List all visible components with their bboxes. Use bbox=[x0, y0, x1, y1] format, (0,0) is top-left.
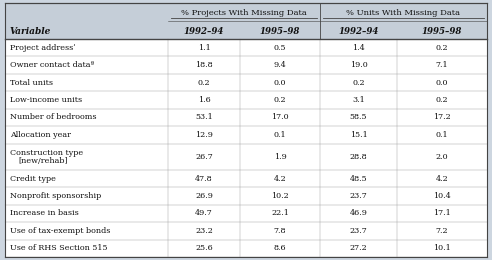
Polygon shape bbox=[110, 130, 220, 160]
Text: Total units: Total units bbox=[10, 79, 53, 87]
Text: 0.0: 0.0 bbox=[436, 79, 448, 87]
Text: Construction type: Construction type bbox=[10, 149, 83, 157]
Text: Nonprofit sponsorship: Nonprofit sponsorship bbox=[10, 192, 101, 200]
Text: 1.4: 1.4 bbox=[352, 44, 365, 52]
Text: 0.1: 0.1 bbox=[274, 131, 286, 139]
Text: 58.5: 58.5 bbox=[350, 113, 367, 121]
Text: Number of bedrooms: Number of bedrooms bbox=[10, 113, 96, 121]
Text: 25.6: 25.6 bbox=[195, 244, 213, 252]
Text: 0.5: 0.5 bbox=[274, 44, 286, 52]
Text: 0.1: 0.1 bbox=[436, 131, 448, 139]
Bar bbox=[5, 21, 487, 39]
Text: 17.2: 17.2 bbox=[433, 113, 451, 121]
Text: 26.9: 26.9 bbox=[195, 192, 213, 200]
Text: 1995–98: 1995–98 bbox=[260, 27, 300, 36]
Text: Increase in basis: Increase in basis bbox=[10, 210, 79, 217]
Text: 10.1: 10.1 bbox=[433, 244, 451, 252]
Text: 53.1: 53.1 bbox=[195, 113, 213, 121]
Text: 49.7: 49.7 bbox=[195, 210, 213, 217]
Text: 7.2: 7.2 bbox=[436, 227, 448, 235]
Text: 1.9: 1.9 bbox=[274, 153, 286, 161]
Text: Project addressʹ: Project addressʹ bbox=[10, 44, 75, 52]
Text: Variable: Variable bbox=[10, 27, 51, 36]
Text: 18.8: 18.8 bbox=[195, 61, 213, 69]
Text: 17.1: 17.1 bbox=[433, 210, 451, 217]
Text: Use of tax-exempt bonds: Use of tax-exempt bonds bbox=[10, 227, 110, 235]
Text: 7.1: 7.1 bbox=[436, 61, 448, 69]
Text: 2.0: 2.0 bbox=[436, 153, 448, 161]
Text: 48.5: 48.5 bbox=[350, 175, 368, 183]
Text: 10.4: 10.4 bbox=[433, 192, 451, 200]
Text: 23.7: 23.7 bbox=[350, 192, 368, 200]
Text: 0.2: 0.2 bbox=[436, 44, 448, 52]
Text: Low-income units: Low-income units bbox=[10, 96, 82, 104]
Text: Credit type: Credit type bbox=[10, 175, 56, 183]
Text: 7.8: 7.8 bbox=[274, 227, 286, 235]
Text: 12.9: 12.9 bbox=[195, 131, 213, 139]
Text: [new/rehab]: [new/rehab] bbox=[18, 157, 67, 165]
Text: 15.1: 15.1 bbox=[350, 131, 368, 139]
Text: 0.2: 0.2 bbox=[352, 79, 365, 87]
Text: 1.6: 1.6 bbox=[198, 96, 211, 104]
Text: Owner contact dataª: Owner contact dataª bbox=[10, 61, 94, 69]
Text: 27.2: 27.2 bbox=[350, 244, 368, 252]
Text: % Projects With Missing Data: % Projects With Missing Data bbox=[181, 9, 307, 17]
Text: 4.2: 4.2 bbox=[274, 175, 286, 183]
Polygon shape bbox=[280, 115, 379, 142]
Text: Allocation year: Allocation year bbox=[10, 131, 71, 139]
Text: 17.0: 17.0 bbox=[271, 113, 289, 121]
Text: 0.0: 0.0 bbox=[274, 79, 286, 87]
Text: 0.2: 0.2 bbox=[198, 79, 210, 87]
Polygon shape bbox=[110, 152, 220, 182]
Text: 3.1: 3.1 bbox=[352, 96, 365, 104]
Text: 23.2: 23.2 bbox=[195, 227, 213, 235]
Text: 8.6: 8.6 bbox=[274, 244, 286, 252]
Text: 0.2: 0.2 bbox=[274, 96, 286, 104]
Text: 1.1: 1.1 bbox=[198, 44, 211, 52]
Text: 9.4: 9.4 bbox=[274, 61, 286, 69]
Text: Use of RHS Section 515: Use of RHS Section 515 bbox=[10, 244, 107, 252]
Text: 46.9: 46.9 bbox=[349, 210, 368, 217]
Text: 0.2: 0.2 bbox=[436, 96, 448, 104]
Text: 1992–94: 1992–94 bbox=[338, 27, 379, 36]
Text: % Units With Missing Data: % Units With Missing Data bbox=[346, 9, 461, 17]
Text: 4.2: 4.2 bbox=[435, 175, 448, 183]
Polygon shape bbox=[280, 93, 379, 120]
Text: 47.8: 47.8 bbox=[195, 175, 213, 183]
Bar bbox=[5, 3, 487, 21]
Text: 22.1: 22.1 bbox=[271, 210, 289, 217]
Text: 10.2: 10.2 bbox=[271, 192, 289, 200]
Text: 23.7: 23.7 bbox=[350, 227, 368, 235]
Text: 28.8: 28.8 bbox=[350, 153, 368, 161]
Text: 1992–94: 1992–94 bbox=[184, 27, 224, 36]
Text: 19.0: 19.0 bbox=[350, 61, 368, 69]
Text: 26.7: 26.7 bbox=[195, 153, 213, 161]
Text: 1995–98: 1995–98 bbox=[422, 27, 462, 36]
